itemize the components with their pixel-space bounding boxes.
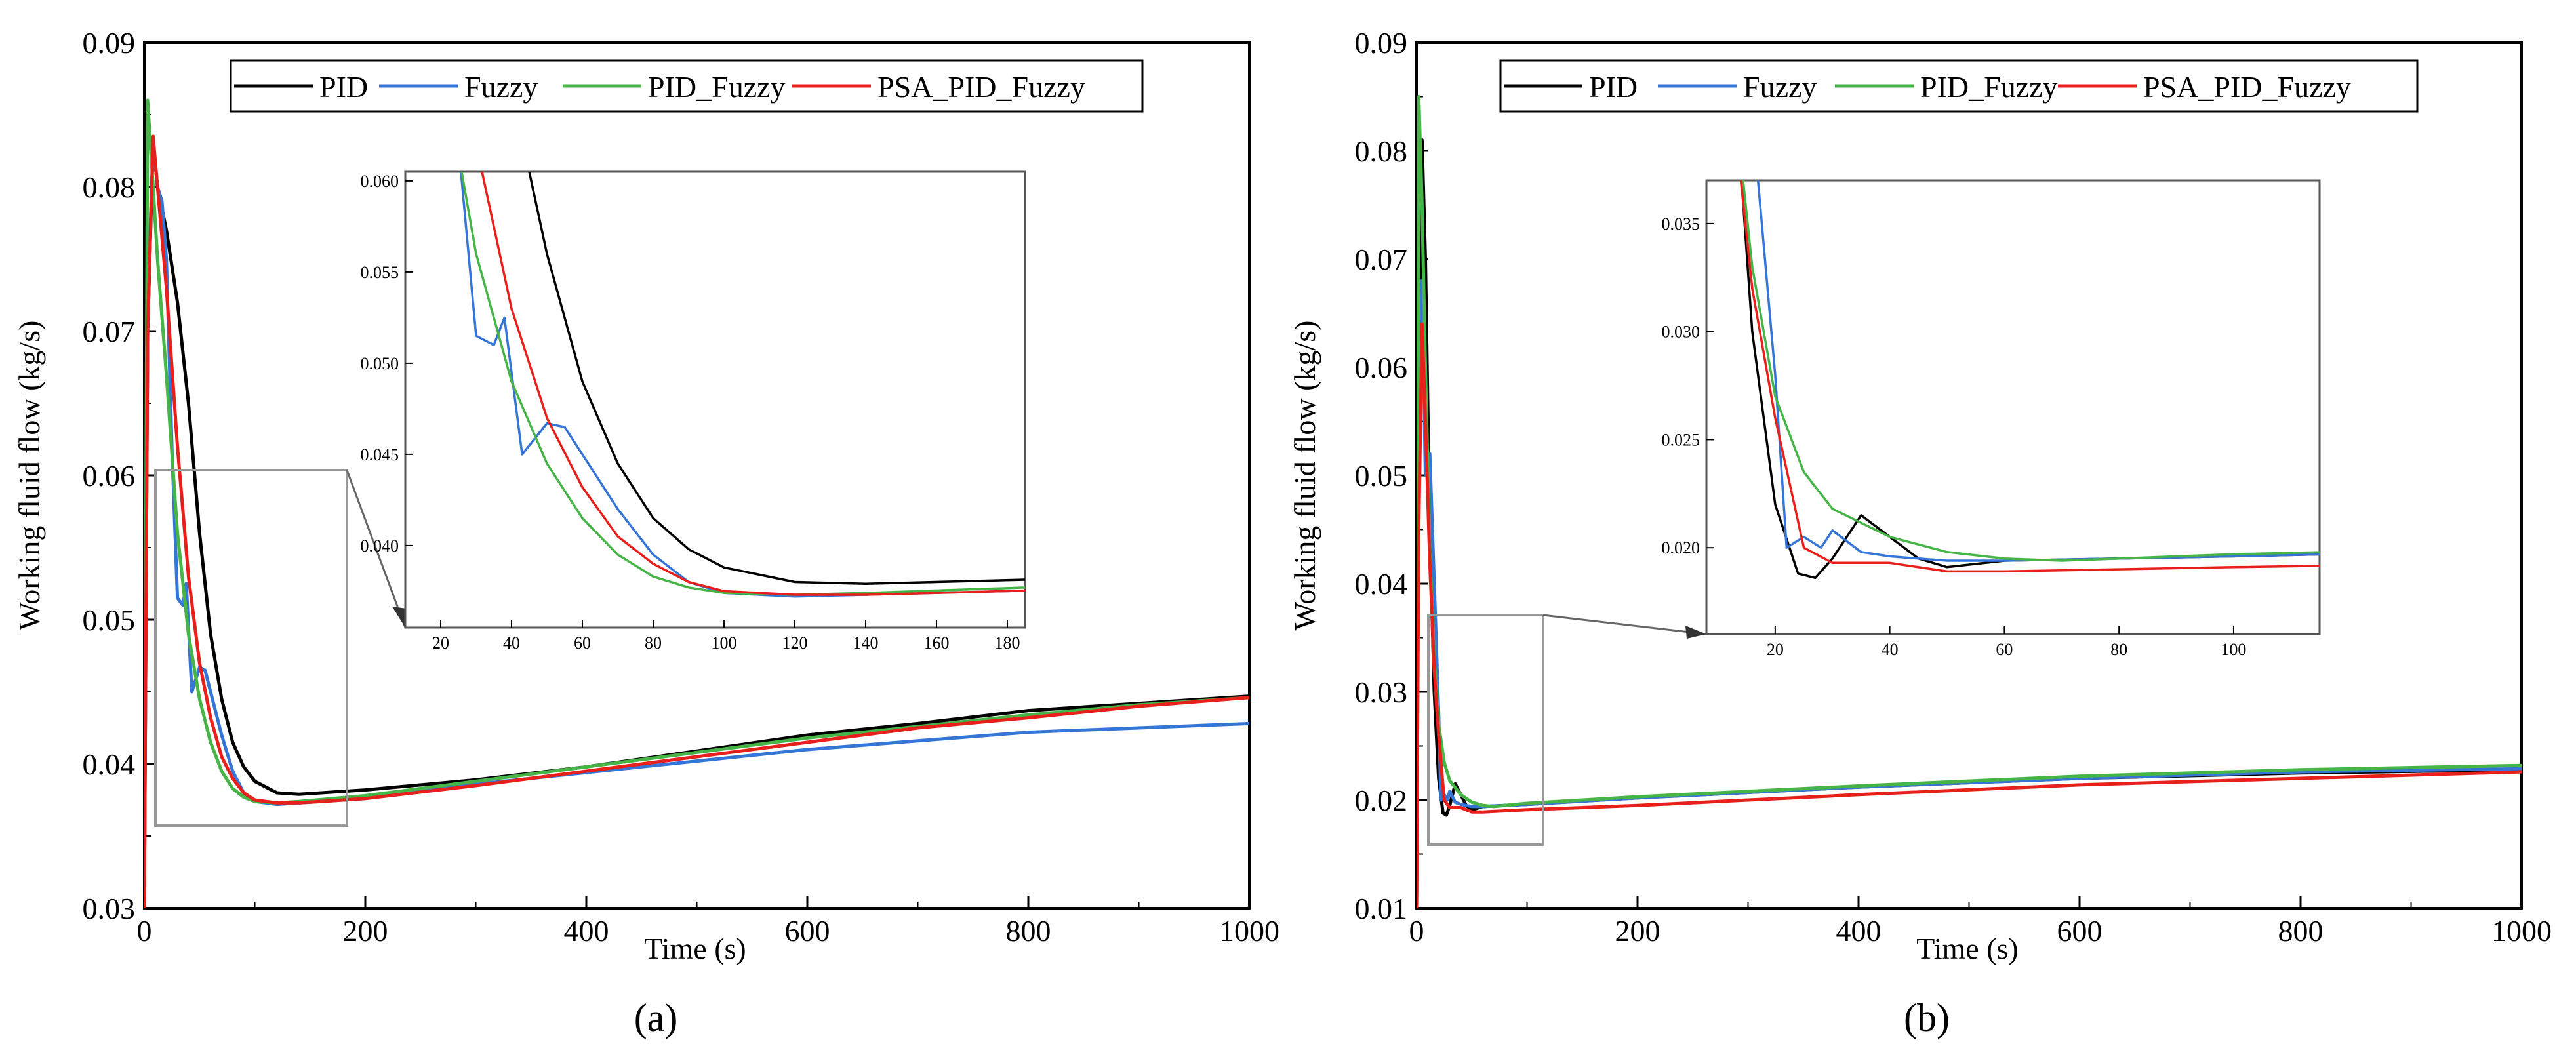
panel-b-inset: 0.020 0.025 0.030 0.035 20 40 60 80 100 [1660, 0, 2576, 764]
y-tick-label: 0.08 [83, 170, 136, 204]
inset-x-tick-label: 60 [574, 633, 591, 652]
panel-b-x-label: Time (s) [1916, 932, 2019, 965]
y-tick-label: 0.08 [1355, 134, 1408, 168]
inset-y-tick-label: 0.040 [361, 536, 399, 555]
y-tick-label: 0.05 [83, 603, 136, 637]
inset-x-tick-label: 80 [2110, 640, 2127, 659]
x-tick-label: 400 [1836, 914, 1882, 948]
inset-x-tick-label: 180 [995, 633, 1020, 652]
inset-y-tick-label: 0.055 [361, 263, 399, 282]
panel-b-legend-psa: PSA_PID_Fuzzy [2143, 70, 2351, 104]
inset-y-tick-label: 0.050 [361, 354, 399, 373]
panel-b-legend-fuzzy: Fuzzy [1743, 70, 1817, 104]
x-tick-label: 1000 [1219, 914, 1279, 948]
y-tick-label: 0.05 [1355, 459, 1408, 492]
panel-b-zoom-arrowhead [1685, 626, 1706, 639]
inset-y-tick-label: 0.025 [1662, 430, 1701, 449]
panel-a-legend: PID Fuzzy PID_Fuzzy PSA_PID_Fuzzy [231, 60, 1142, 111]
inset-x-tick-label: 100 [712, 633, 737, 652]
panel-a-x-label: Time (s) [644, 932, 746, 965]
x-tick-label: 0 [137, 914, 152, 948]
inset-x-tick-label: 100 [2221, 640, 2246, 659]
x-tick-label: 200 [1615, 914, 1660, 948]
panel-a-inset-bg [405, 172, 1025, 628]
panel-b-y-label: Working fluid flow (kg/s) [1288, 321, 1321, 631]
x-tick-label: 800 [2278, 914, 2324, 948]
y-tick-label: 0.09 [1355, 26, 1408, 60]
y-tick-label: 0.02 [1355, 784, 1408, 817]
inset-y-tick-label: 0.030 [1662, 323, 1701, 342]
panel-a-label: (a) [634, 996, 678, 1039]
x-tick-label: 600 [785, 914, 830, 948]
y-tick-label: 0.07 [1355, 243, 1408, 276]
panel-b-label: (b) [1904, 996, 1950, 1039]
y-tick-label: 0.04 [83, 748, 136, 781]
inset-x-tick-label: 120 [782, 633, 808, 652]
inset-x-tick-label: 80 [645, 633, 662, 652]
panel-a-legend-fuzzy: Fuzzy [464, 70, 538, 104]
x-tick-label: 1000 [2491, 914, 2552, 948]
inset-x-tick-label: 20 [432, 633, 449, 652]
panel-b: 0.01 0.02 0.03 0.04 0.05 0.06 0.07 0.08 0.09 0 20… [1288, 0, 2576, 1039]
x-tick-label: 0 [1409, 914, 1424, 948]
x-tick-label: 600 [2057, 914, 2103, 948]
panel-a-legend-pid-fuzzy: PID_Fuzzy [648, 70, 786, 104]
panel-a-legend-pid: PID [319, 70, 368, 104]
y-tick-label: 0.06 [1355, 351, 1408, 384]
x-tick-label: 800 [1006, 914, 1051, 948]
inset-x-tick-label: 20 [1767, 640, 1784, 659]
inset-x-tick-label: 140 [853, 633, 879, 652]
panel-b-legend: PID Fuzzy PID_Fuzzy PSA_PID_Fuzzy [1500, 60, 2417, 111]
panel-a-y-label: Working fluid flow (kg/s) [12, 321, 46, 631]
inset-y-tick-label: 0.060 [361, 172, 399, 191]
panel-b-inset-bg [1706, 180, 2320, 634]
y-tick-label: 0.04 [1355, 567, 1408, 601]
x-tick-label: 200 [343, 914, 388, 948]
y-tick-label: 0.09 [83, 26, 136, 60]
y-tick-label: 0.03 [1355, 675, 1408, 709]
x-tick-label: 400 [564, 914, 609, 948]
y-tick-label: 0.06 [83, 459, 136, 492]
inset-y-tick-label: 0.045 [361, 445, 399, 464]
panel-b-legend-pid-fuzzy: PID_Fuzzy [1920, 70, 2058, 104]
y-tick-label: 0.01 [1355, 892, 1408, 925]
inset-x-tick-label: 160 [924, 633, 950, 652]
panel-b-legend-pid: PID [1589, 70, 1638, 104]
inset-x-tick-label: 40 [503, 633, 520, 652]
inset-y-tick-label: 0.035 [1662, 214, 1701, 233]
panel-a-legend-psa: PSA_PID_Fuzzy [877, 70, 1085, 104]
y-tick-label: 0.03 [83, 892, 136, 925]
y-tick-label: 0.07 [83, 315, 136, 348]
panel-b-zoom-connector [1543, 615, 1706, 634]
inset-y-tick-label: 0.020 [1662, 538, 1701, 557]
inset-x-tick-label: 40 [1882, 640, 1899, 659]
inset-x-tick-label: 60 [1996, 640, 2013, 659]
